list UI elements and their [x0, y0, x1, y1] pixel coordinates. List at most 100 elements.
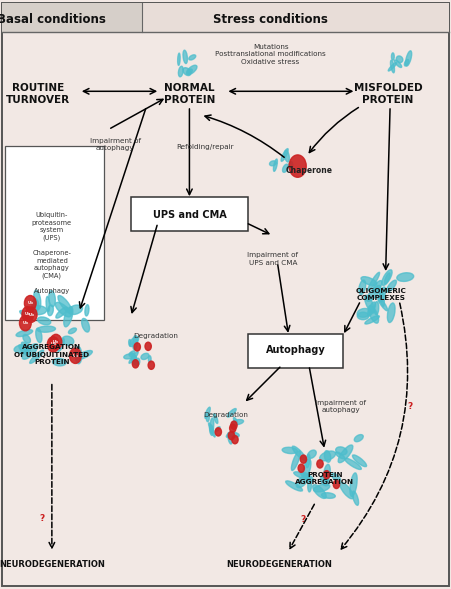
- Ellipse shape: [179, 66, 183, 77]
- Ellipse shape: [321, 475, 329, 486]
- Ellipse shape: [29, 306, 46, 315]
- Ellipse shape: [178, 53, 180, 65]
- Ellipse shape: [303, 459, 311, 477]
- Ellipse shape: [130, 351, 135, 355]
- Text: Degradation: Degradation: [203, 412, 248, 418]
- Ellipse shape: [76, 350, 92, 359]
- Ellipse shape: [324, 451, 331, 462]
- Ellipse shape: [281, 148, 288, 161]
- Ellipse shape: [49, 290, 55, 307]
- Ellipse shape: [32, 299, 39, 313]
- Text: MISFOLDED
PROTEIN: MISFOLDED PROTEIN: [354, 83, 422, 105]
- Ellipse shape: [46, 296, 50, 312]
- Ellipse shape: [183, 50, 188, 64]
- Circle shape: [333, 480, 340, 488]
- Text: NEURODEGENERATION: NEURODEGENERATION: [226, 560, 331, 569]
- Ellipse shape: [308, 450, 316, 458]
- Ellipse shape: [387, 280, 396, 292]
- Ellipse shape: [394, 60, 402, 68]
- Ellipse shape: [216, 426, 220, 431]
- Ellipse shape: [377, 297, 387, 311]
- Ellipse shape: [291, 451, 300, 471]
- Text: ?: ?: [39, 514, 45, 523]
- Ellipse shape: [273, 159, 277, 171]
- Circle shape: [25, 307, 37, 322]
- Ellipse shape: [55, 302, 71, 317]
- Ellipse shape: [187, 69, 192, 74]
- Text: Impairment of
UPS and CMA: Impairment of UPS and CMA: [247, 253, 299, 266]
- Text: ?: ?: [408, 402, 413, 411]
- Ellipse shape: [37, 317, 51, 325]
- Ellipse shape: [34, 290, 41, 309]
- Text: Ub: Ub: [73, 354, 78, 358]
- Ellipse shape: [320, 451, 336, 461]
- Ellipse shape: [64, 307, 73, 327]
- Ellipse shape: [365, 316, 379, 324]
- Circle shape: [298, 464, 304, 472]
- Ellipse shape: [323, 464, 330, 482]
- Ellipse shape: [374, 302, 379, 315]
- Ellipse shape: [30, 350, 44, 363]
- Ellipse shape: [382, 270, 392, 286]
- Ellipse shape: [56, 307, 68, 318]
- Text: Mutations
Posttranslational modifications
Oxidative stress: Mutations Posttranslational modification…: [215, 44, 326, 65]
- Ellipse shape: [129, 336, 138, 347]
- Ellipse shape: [357, 309, 371, 317]
- Text: Refolding/repair: Refolding/repair: [176, 144, 234, 150]
- Ellipse shape: [57, 339, 64, 352]
- Ellipse shape: [296, 475, 308, 488]
- Ellipse shape: [352, 491, 359, 505]
- Ellipse shape: [226, 431, 235, 438]
- Ellipse shape: [373, 280, 382, 292]
- Ellipse shape: [210, 425, 213, 435]
- Ellipse shape: [308, 479, 312, 492]
- Ellipse shape: [368, 272, 380, 290]
- Text: Stress conditions: Stress conditions: [213, 13, 328, 26]
- Ellipse shape: [82, 319, 90, 332]
- Ellipse shape: [405, 51, 412, 66]
- Ellipse shape: [388, 62, 396, 71]
- Ellipse shape: [336, 447, 347, 455]
- Ellipse shape: [368, 306, 378, 323]
- Circle shape: [47, 337, 59, 352]
- FancyBboxPatch shape: [5, 146, 104, 320]
- Circle shape: [19, 316, 31, 331]
- Ellipse shape: [232, 419, 244, 425]
- Ellipse shape: [228, 434, 232, 444]
- Ellipse shape: [361, 277, 377, 286]
- Ellipse shape: [208, 423, 215, 437]
- Ellipse shape: [397, 273, 414, 282]
- Ellipse shape: [357, 312, 369, 320]
- Ellipse shape: [132, 355, 136, 365]
- Ellipse shape: [22, 344, 38, 359]
- Ellipse shape: [367, 286, 381, 302]
- Ellipse shape: [313, 484, 330, 492]
- Circle shape: [69, 348, 81, 363]
- Ellipse shape: [213, 413, 218, 423]
- Ellipse shape: [289, 161, 293, 171]
- Ellipse shape: [292, 446, 306, 461]
- Circle shape: [50, 335, 62, 350]
- Ellipse shape: [285, 150, 290, 162]
- Ellipse shape: [129, 352, 138, 363]
- Circle shape: [215, 428, 221, 436]
- Circle shape: [317, 460, 323, 468]
- Ellipse shape: [336, 452, 345, 459]
- Ellipse shape: [205, 407, 210, 418]
- Text: ROUTINE
TURNOVER: ROUTINE TURNOVER: [6, 83, 70, 105]
- Ellipse shape: [48, 305, 53, 316]
- Ellipse shape: [234, 418, 237, 423]
- Ellipse shape: [19, 345, 29, 355]
- Circle shape: [22, 307, 34, 322]
- Text: Ub: Ub: [28, 313, 34, 317]
- Ellipse shape: [285, 481, 303, 491]
- Ellipse shape: [21, 342, 31, 351]
- Text: Ub: Ub: [23, 321, 28, 325]
- Circle shape: [148, 361, 154, 369]
- Ellipse shape: [69, 328, 77, 334]
- Ellipse shape: [396, 56, 403, 62]
- Ellipse shape: [353, 455, 367, 466]
- Text: Ub: Ub: [28, 301, 33, 305]
- Ellipse shape: [227, 409, 236, 417]
- Ellipse shape: [133, 335, 138, 350]
